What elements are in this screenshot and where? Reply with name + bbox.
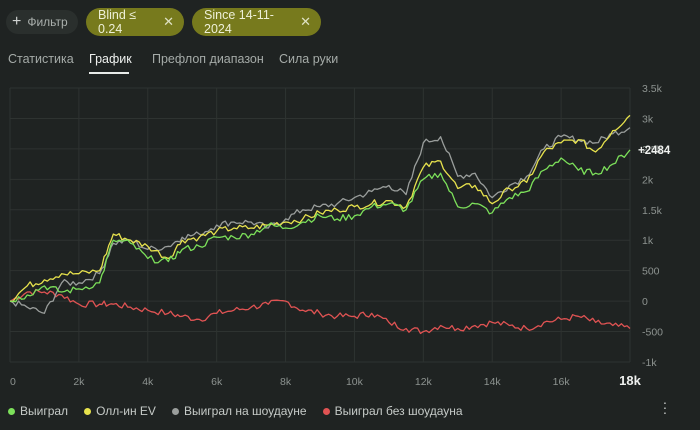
x-tick-label: 8k	[280, 376, 292, 388]
x-tick-label: 0	[10, 376, 16, 388]
legend-label: Выиграл на шоудауне	[183, 404, 307, 418]
tab-statistics[interactable]: Статистика	[8, 52, 74, 66]
profit-chart: 3.5k 3k 2.5k 2k 1.5k 1k 500 0 -500 -1k 0 2k 4k 6k 8k 1…	[0, 78, 700, 398]
y-tick-label: 1k	[642, 235, 654, 247]
y-tick-label: 1.5k	[642, 205, 663, 217]
legend-item-allin-ev[interactable]: Олл-ин EV	[84, 404, 156, 418]
filter-chip-label: Since 14-11-2024	[204, 8, 274, 36]
legend-dot	[171, 407, 179, 415]
y-tick-label: 3.5k	[642, 83, 663, 95]
x-axis-labels: 0 2k 4k 6k 8k 10k 12k 14k 16k 18k	[10, 373, 642, 388]
series-lines	[9, 114, 631, 335]
more-options-icon[interactable]: · · ·	[662, 394, 668, 420]
y-tick-label: 500	[642, 266, 660, 278]
x-tick-label: 12k	[415, 376, 433, 388]
add-filter-label: Фильтр	[27, 15, 68, 29]
x-tick-label: 16k	[553, 376, 571, 388]
series-line-2	[9, 127, 631, 314]
y-axis-labels: 3.5k 3k 2.5k 2k 1.5k 1k 500 0 -500 -1k	[642, 83, 663, 369]
y-tick-label: 0	[642, 296, 648, 308]
legend-item-won-no-showdown[interactable]: Выиграл без шоудауна	[322, 404, 463, 418]
x-tick-label: 14k	[484, 376, 502, 388]
legend-dot	[322, 407, 330, 415]
plus-icon: +	[12, 13, 22, 30]
legend-label: Выиграл без шоудауна	[334, 404, 463, 418]
x-tick-label: 18k	[619, 373, 641, 388]
legend-item-won-showdown[interactable]: Выиграл на шоудауне	[171, 404, 307, 418]
x-tick-label: 2k	[73, 376, 85, 388]
end-value-label: +2484	[638, 145, 671, 157]
filter-chip-blind[interactable]: Blind ≤ 0.24 ✕	[86, 8, 184, 36]
legend-dot	[8, 407, 15, 415]
chart-svg: 3.5k 3k 2.5k 2k 1.5k 1k 500 0 -500 -1k 0 2k 4k 6k 8k 1…	[9, 83, 671, 388]
legend-dot	[84, 407, 92, 415]
legend-item-won[interactable]: Выиграл	[8, 404, 68, 418]
series-line-0	[9, 149, 631, 303]
y-tick-label: 2.5k	[642, 144, 663, 156]
x-tick-label: 4k	[142, 376, 154, 388]
y-tick-label: 3k	[642, 113, 654, 125]
x-tick-label: 10k	[346, 376, 364, 388]
tab-hand-strength[interactable]: Сила руки	[279, 52, 339, 66]
chart-grid	[9, 87, 631, 363]
tab-graph[interactable]: График	[89, 52, 132, 66]
legend-label: Выиграл	[20, 404, 69, 418]
y-tick-label: 2k	[642, 174, 654, 186]
x-tick-label: 6k	[211, 376, 223, 388]
active-tab-indicator	[89, 72, 129, 74]
view-tabs: Статистика График Префлоп диапазон Сила …	[0, 50, 700, 76]
legend-label: Олл-ин EV	[96, 404, 156, 418]
filter-chip-since[interactable]: Since 14-11-2024 ✕	[192, 8, 321, 36]
filter-chip-label: Blind ≤ 0.24	[98, 8, 137, 36]
series-line-1	[9, 114, 631, 303]
add-filter-button[interactable]: + Фильтр	[6, 10, 78, 34]
y-tick-label: -500	[642, 327, 663, 339]
chart-legend: Выиграл Олл-ин EV Выиграл на шоудауне Вы…	[8, 403, 479, 419]
series-line-3	[9, 288, 631, 335]
filter-bar: + Фильтр Blind ≤ 0.24 ✕ Since 14-11-2024…	[0, 8, 700, 36]
remove-filter-icon[interactable]: ✕	[300, 14, 311, 29]
remove-filter-icon[interactable]: ✕	[163, 14, 174, 29]
y-tick-label: -1k	[642, 357, 657, 369]
tab-preflop-range[interactable]: Префлоп диапазон	[152, 52, 264, 66]
